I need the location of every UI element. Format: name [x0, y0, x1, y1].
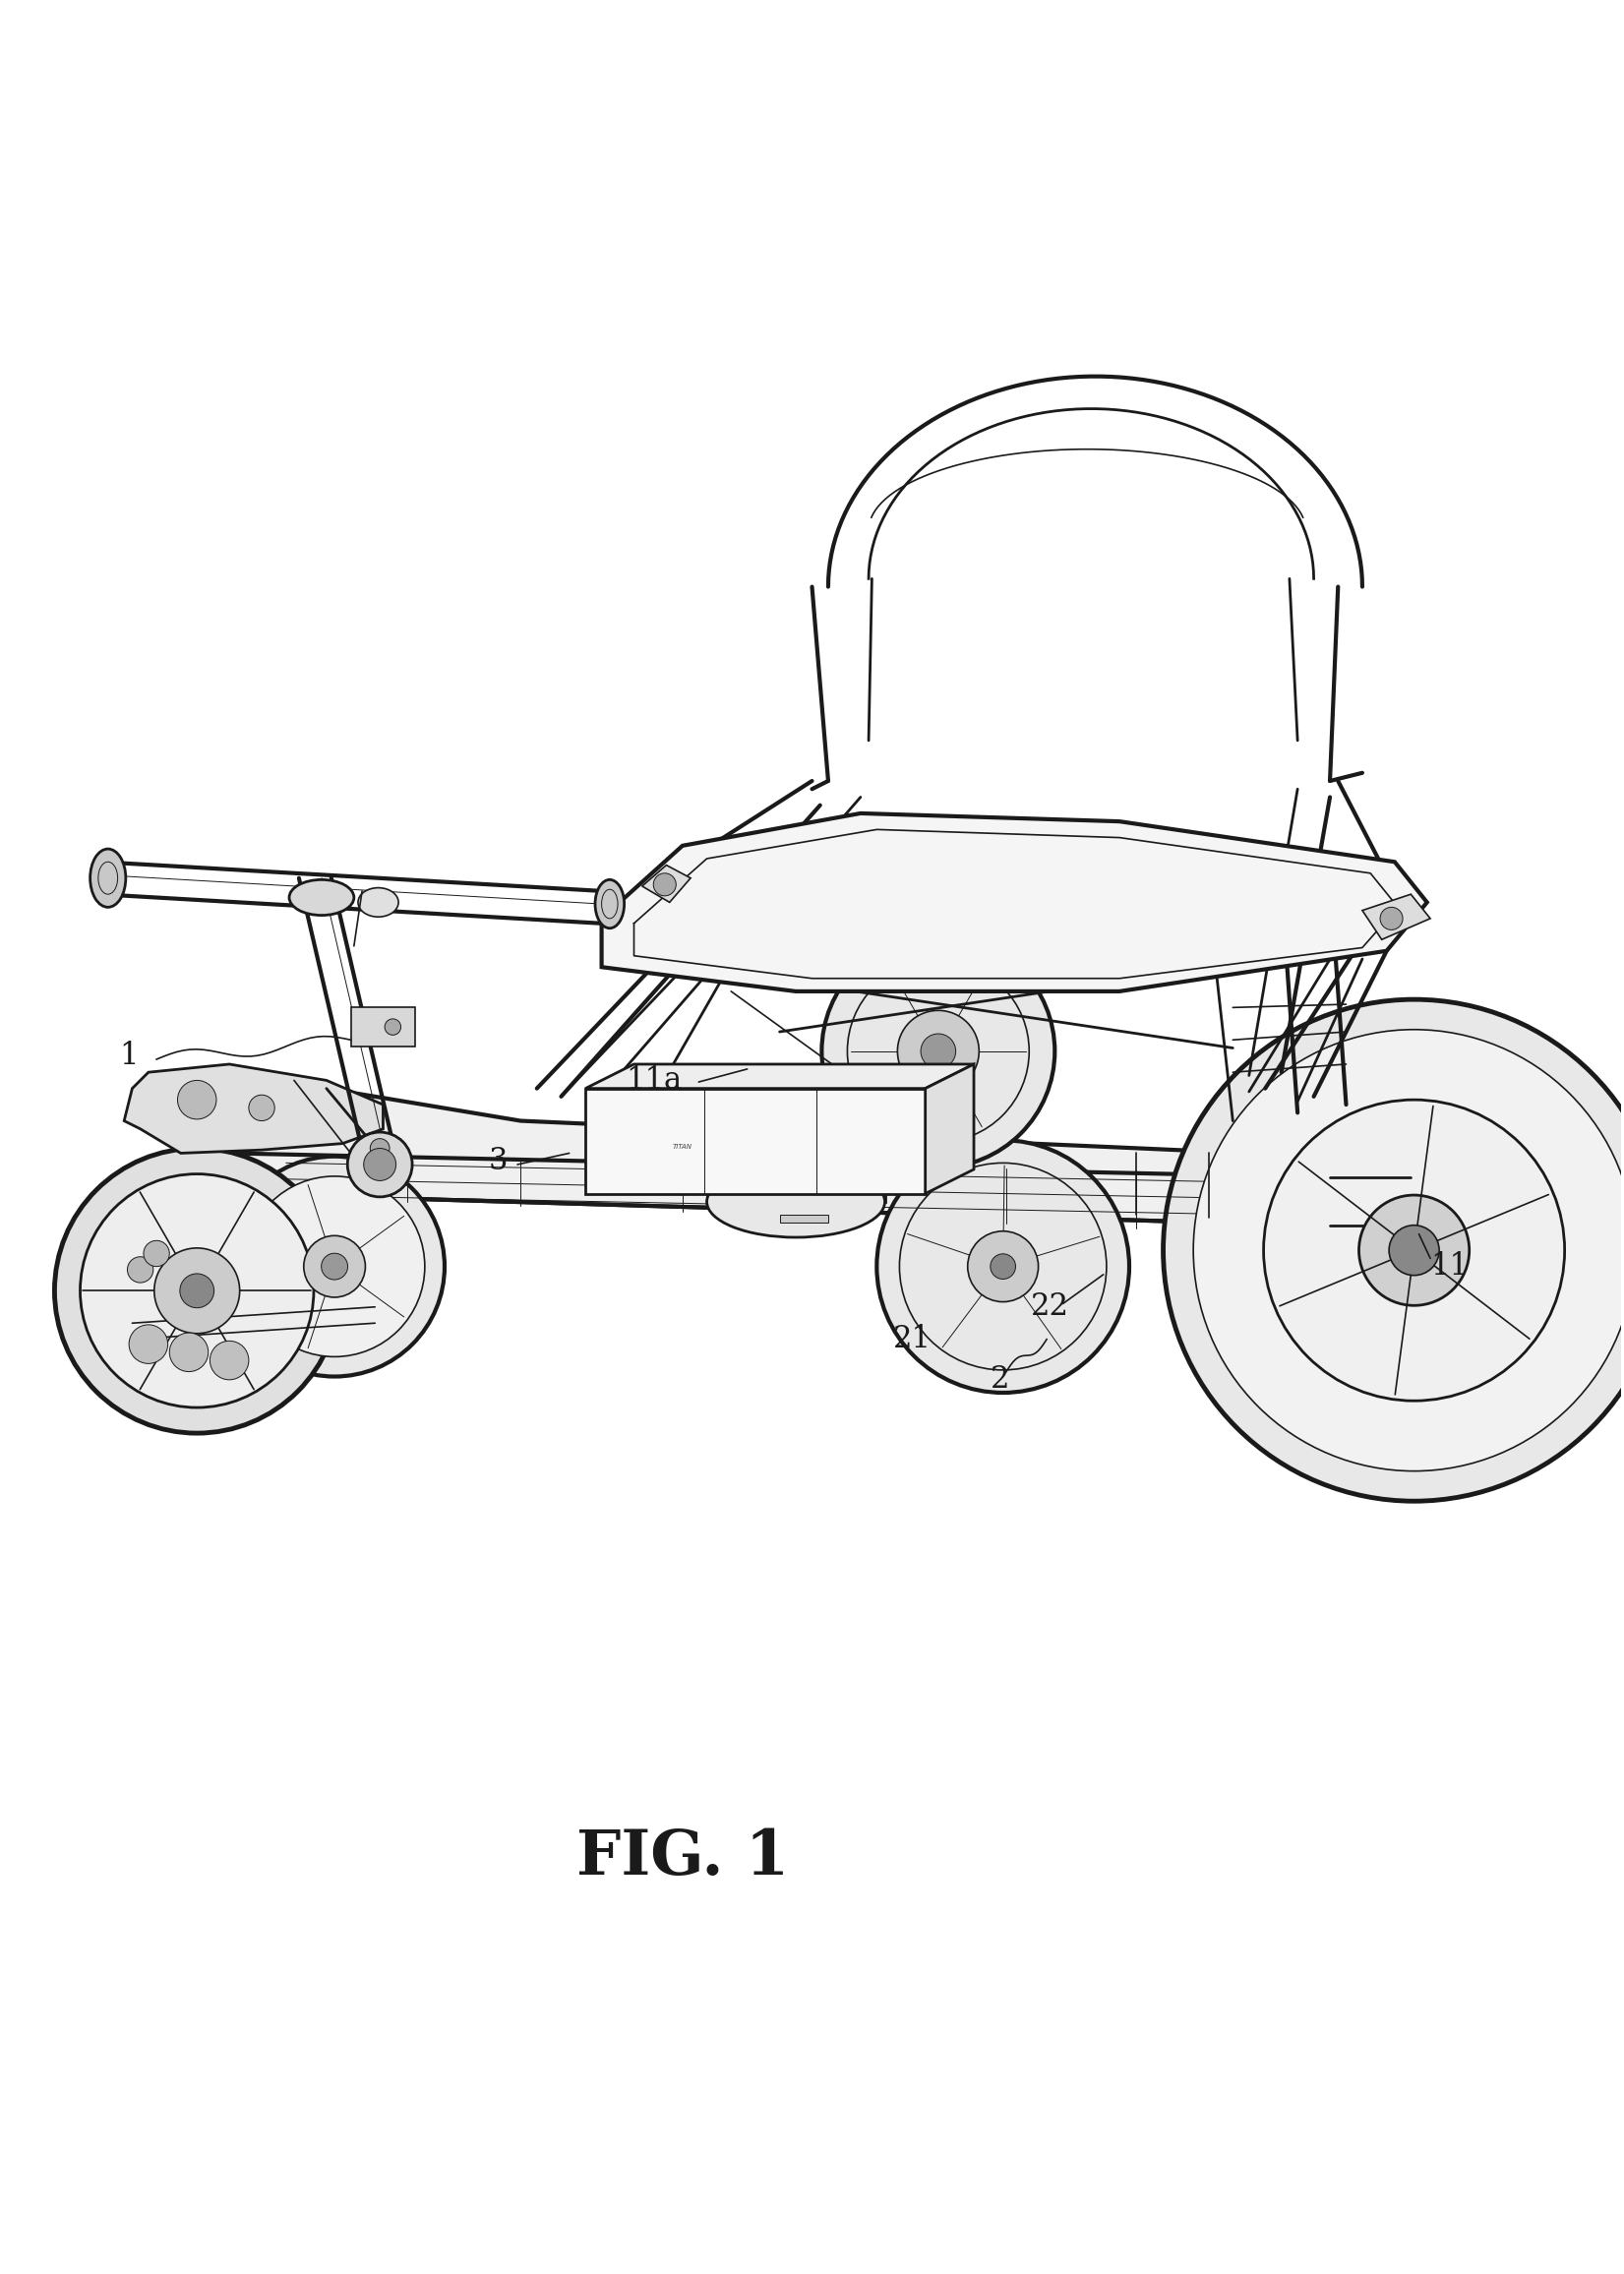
Circle shape [55, 1148, 339, 1433]
Polygon shape [641, 864, 690, 903]
Polygon shape [1363, 894, 1431, 939]
Circle shape [1194, 1030, 1624, 1471]
Text: 3: 3 [489, 1146, 507, 1176]
Circle shape [224, 1157, 445, 1376]
Ellipse shape [91, 848, 125, 907]
Polygon shape [926, 1064, 974, 1194]
Ellipse shape [289, 880, 354, 914]
Circle shape [304, 1235, 365, 1296]
Circle shape [1389, 1226, 1439, 1276]
Ellipse shape [357, 887, 398, 916]
Circle shape [991, 1253, 1015, 1278]
Circle shape [385, 1019, 401, 1035]
Circle shape [1163, 1001, 1624, 1501]
Circle shape [1380, 907, 1403, 930]
Circle shape [244, 1176, 425, 1358]
Circle shape [653, 873, 676, 896]
Circle shape [364, 1148, 396, 1180]
Circle shape [968, 1230, 1038, 1301]
Text: 22: 22 [1031, 1292, 1069, 1321]
Text: 11: 11 [1431, 1251, 1468, 1283]
Circle shape [898, 1010, 979, 1092]
Ellipse shape [706, 1094, 885, 1164]
Circle shape [348, 1132, 412, 1196]
Circle shape [877, 1139, 1129, 1392]
Polygon shape [601, 814, 1427, 991]
Text: 11a: 11a [625, 1064, 682, 1096]
Circle shape [180, 1273, 214, 1308]
Polygon shape [123, 1064, 383, 1153]
Circle shape [1359, 1196, 1470, 1305]
Circle shape [322, 1253, 348, 1280]
Text: 2: 2 [991, 1364, 1009, 1394]
Polygon shape [229, 1089, 1330, 1226]
Circle shape [80, 1173, 313, 1408]
Polygon shape [585, 1089, 926, 1194]
Ellipse shape [594, 880, 624, 928]
Polygon shape [585, 1064, 974, 1089]
Circle shape [177, 1080, 216, 1119]
Circle shape [127, 1258, 153, 1283]
Text: 1: 1 [119, 1041, 138, 1071]
Text: FIG. 1: FIG. 1 [577, 1828, 789, 1887]
Circle shape [822, 935, 1054, 1169]
Text: TITAN: TITAN [672, 1144, 692, 1151]
Polygon shape [780, 1214, 828, 1223]
Circle shape [209, 1342, 248, 1380]
Circle shape [370, 1139, 390, 1157]
Circle shape [1263, 1101, 1564, 1401]
Polygon shape [706, 1128, 885, 1201]
Circle shape [248, 1094, 274, 1121]
Polygon shape [351, 1007, 416, 1046]
Ellipse shape [706, 1167, 885, 1237]
Circle shape [143, 1242, 169, 1267]
Circle shape [154, 1248, 240, 1333]
Circle shape [128, 1326, 167, 1364]
Text: 21: 21 [893, 1323, 931, 1355]
Circle shape [921, 1035, 957, 1069]
Circle shape [169, 1333, 208, 1371]
